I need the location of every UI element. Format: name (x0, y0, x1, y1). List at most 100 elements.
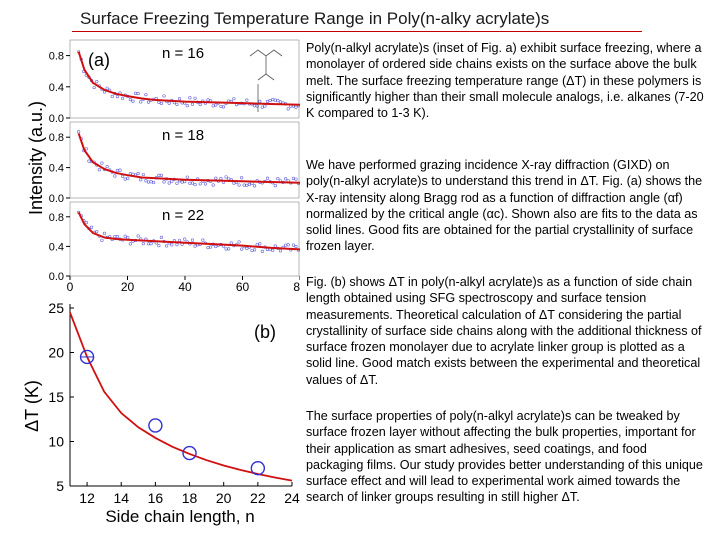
data-point (149, 180, 153, 184)
data-point (190, 102, 195, 106)
data-point (252, 184, 257, 188)
data-point (247, 182, 251, 186)
data-point (206, 245, 210, 250)
data-point (252, 104, 257, 108)
data-point (84, 147, 88, 151)
y-tick-label: 15 (48, 389, 64, 405)
y-tick-label: 20 (48, 345, 64, 361)
x-tick-label: 18 (182, 490, 198, 506)
data-point (121, 174, 125, 178)
data-point (188, 181, 192, 185)
data-point (273, 98, 277, 102)
y-tick-label: 0.4 (49, 163, 64, 175)
data-point (100, 238, 104, 242)
data-point (110, 94, 114, 99)
data-point (177, 238, 182, 242)
data-point (115, 94, 120, 99)
data-point (206, 98, 210, 102)
data-point (175, 102, 179, 107)
data-point (203, 182, 208, 186)
data-point (92, 85, 96, 90)
data-point (294, 244, 298, 249)
figure-a-bragg-rod-plot: 0.0 0.4 0.8 n = 16 0.0 0.4 0.8 n = 18 0.0 0.4 0.8 n… (26, 39, 300, 296)
data-point (214, 103, 218, 107)
data-point (224, 175, 228, 179)
data-point (118, 168, 122, 172)
data-point (126, 176, 130, 180)
panel-label: (a) (88, 50, 110, 70)
data-point (190, 238, 195, 242)
y-tick-label: 25 (48, 300, 64, 316)
subplot-label: n = 22 (162, 207, 204, 224)
fit-line (77, 51, 300, 106)
data-point (144, 93, 148, 97)
subplot-3: 0.0 0.4 0.8 n = 22 (49, 201, 300, 283)
data-point (175, 181, 179, 185)
data-point (162, 94, 166, 98)
data-point (265, 176, 270, 180)
data-point (219, 104, 223, 109)
data-point (123, 234, 127, 238)
data-point (240, 247, 244, 251)
data-point (190, 181, 195, 185)
data-point (157, 100, 161, 104)
y-tick-label: 0.8 (49, 132, 64, 144)
data-point (276, 99, 280, 103)
data-point (144, 179, 148, 183)
data-point (97, 168, 101, 172)
data-point (193, 96, 197, 100)
data-point (286, 107, 290, 111)
y-tick-label: 0.8 (49, 51, 64, 63)
measured-point (182, 445, 197, 461)
data-point (258, 242, 262, 246)
figure-b-delta-t-plot: 5 10 15 20 25 12 14 16 18 20 22 24 Side chain length… (22, 300, 300, 526)
data-point (136, 171, 140, 176)
data-point (146, 180, 151, 184)
data-point (271, 98, 275, 102)
panel-label: (b) (254, 322, 276, 342)
data-point (211, 104, 215, 108)
data-point (159, 173, 164, 177)
data-point (136, 91, 140, 96)
y-tick-label: 0.0 (49, 113, 64, 125)
data-point (240, 176, 244, 180)
data-point (198, 102, 202, 107)
data-point (214, 176, 218, 180)
inset-bond (257, 73, 267, 81)
x-tick-label: 20 (121, 280, 135, 294)
subplot-1: 0.0 0.4 0.8 n = 16 (49, 39, 300, 125)
data-point (128, 98, 132, 102)
x-tick-label: 12 (79, 490, 95, 506)
data-point (278, 100, 283, 104)
measured-point (250, 460, 266, 476)
slide-title: Surface Freezing Temperature Range in Po… (80, 9, 550, 28)
data-point (95, 80, 99, 84)
paragraph-applications: The surface properties of poly(n-alkyl a… (306, 409, 703, 505)
data-point (131, 99, 135, 103)
x-tick-label: 16 (148, 490, 164, 506)
data-point (95, 229, 99, 234)
fit-line (77, 211, 300, 251)
data-point (265, 99, 270, 103)
paragraph-gixd: We have performed grazing incidence X-ra… (306, 158, 703, 254)
inset-bond (265, 73, 275, 81)
data-point (271, 248, 275, 252)
data-point (152, 180, 156, 185)
data-point (100, 161, 104, 165)
paragraph-delta-t: Fig. (b) shows ΔT in poly(n-alkyl acryla… (306, 275, 702, 387)
y-tick-label: 0.4 (49, 241, 64, 253)
data-point (113, 235, 117, 239)
data-point (157, 244, 161, 248)
data-point (128, 242, 132, 246)
x-tick-label: 40 (178, 280, 192, 294)
data-point (208, 245, 213, 249)
inset-chemical-structure (249, 49, 283, 112)
y-tick-label: 0.4 (49, 82, 64, 94)
title-underline (72, 31, 642, 32)
data-point (245, 98, 249, 102)
x-tick-label: 24 (284, 490, 300, 506)
data-point (294, 177, 298, 181)
data-point (263, 104, 267, 108)
data-point (170, 179, 174, 183)
data-point (177, 97, 182, 101)
